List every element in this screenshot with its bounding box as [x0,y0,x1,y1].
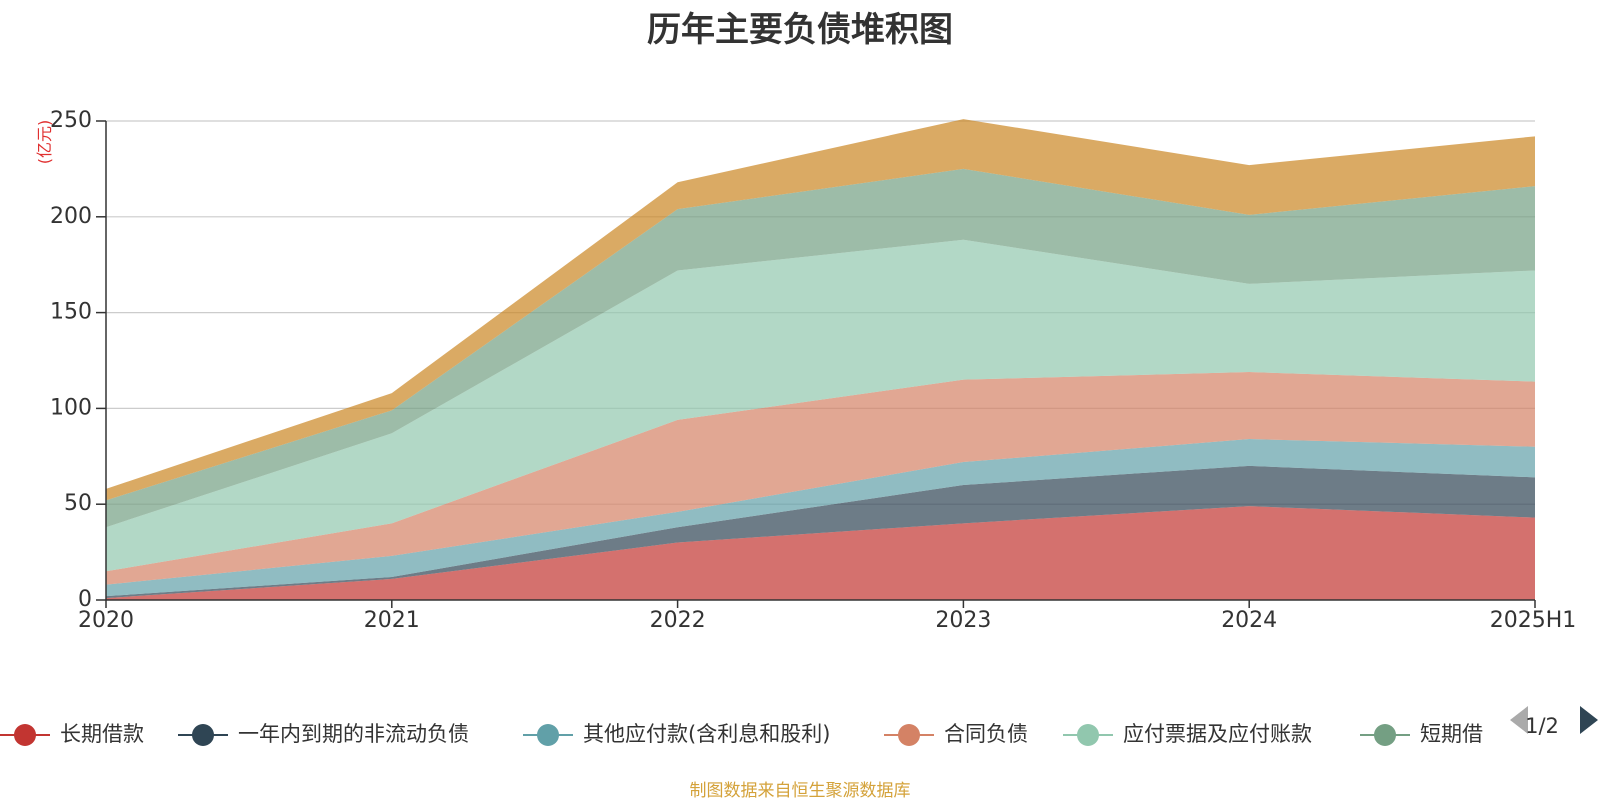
data-source-note: 制图数据来自恒生聚源数据库 [689,781,911,801]
legend-label: 其他应付款(含利息和股利) [583,722,830,746]
x-tick-label: 2024 [1221,608,1277,633]
legend-page-indicator: 1/2 [1525,714,1559,738]
y-tick-label: 250 [50,108,92,133]
legend-item[interactable]: 长期借款 [0,722,144,746]
legend-item[interactable]: 合同负债 [884,722,1028,746]
y-axis-unit-label: (亿元) [35,120,54,165]
area-series-2 [106,465,1535,599]
area-series-7 [106,119,1535,501]
legend-label: 应付票据及应付账款 [1123,722,1312,746]
x-tick-label: 2025H1 [1490,608,1577,633]
legend-next-page-icon[interactable] [1580,706,1598,734]
legend-item[interactable]: 应付票据及应付账款 [1063,722,1312,746]
y-tick-label: 50 [64,491,92,516]
legend-pager: 1/2 [1510,706,1598,738]
legend-dot-icon [1077,724,1099,746]
legend-dot-icon [192,724,214,746]
legend-dot-icon [1374,724,1396,746]
area-series-6 [106,168,1535,528]
area-series-3 [106,439,1535,597]
legend-label: 合同负债 [944,722,1028,746]
chart-title: 历年主要负债堆积图 [647,10,953,50]
legend-prev-page-icon[interactable] [1510,706,1528,734]
x-tick-label: 2021 [364,608,420,633]
area-series-1 [106,506,1535,600]
legend-label: 一年内到期的非流动负债 [238,722,469,746]
area-series-4 [106,371,1535,585]
tick-labels: 0 50 100 150 200 250 2020 2021 2022 2023 2024 2025H… [50,108,1576,633]
legend-dot-icon [14,724,36,746]
legend-label: 长期借款 [60,722,144,746]
axes [105,121,1535,601]
legend-label: 短期借 [1420,722,1483,746]
legend-dot-icon [898,724,920,746]
y-tick-label: 100 [50,395,92,420]
legend-item[interactable]: 一年内到期的非流动负债 [178,722,469,746]
y-tick-label: 200 [50,204,92,229]
area-series-5 [106,239,1535,572]
y-tick-label: 150 [50,300,92,325]
legend: 长期借款 一年内到期的非流动负债 其他应付款(含利息和股利) 合同负债 应付票据及应付账… [0,722,1483,746]
legend-item[interactable]: 其他应付款(含利息和股利) [523,722,830,746]
x-tick-label: 2023 [935,608,991,633]
x-tick-label: 2022 [650,608,706,633]
legend-item[interactable]: 短期借 [1360,722,1483,746]
x-tick-label: 2020 [78,608,134,633]
y-tick-label: 0 [78,587,92,612]
area-layer [106,119,1535,600]
legend-dot-icon [537,724,559,746]
